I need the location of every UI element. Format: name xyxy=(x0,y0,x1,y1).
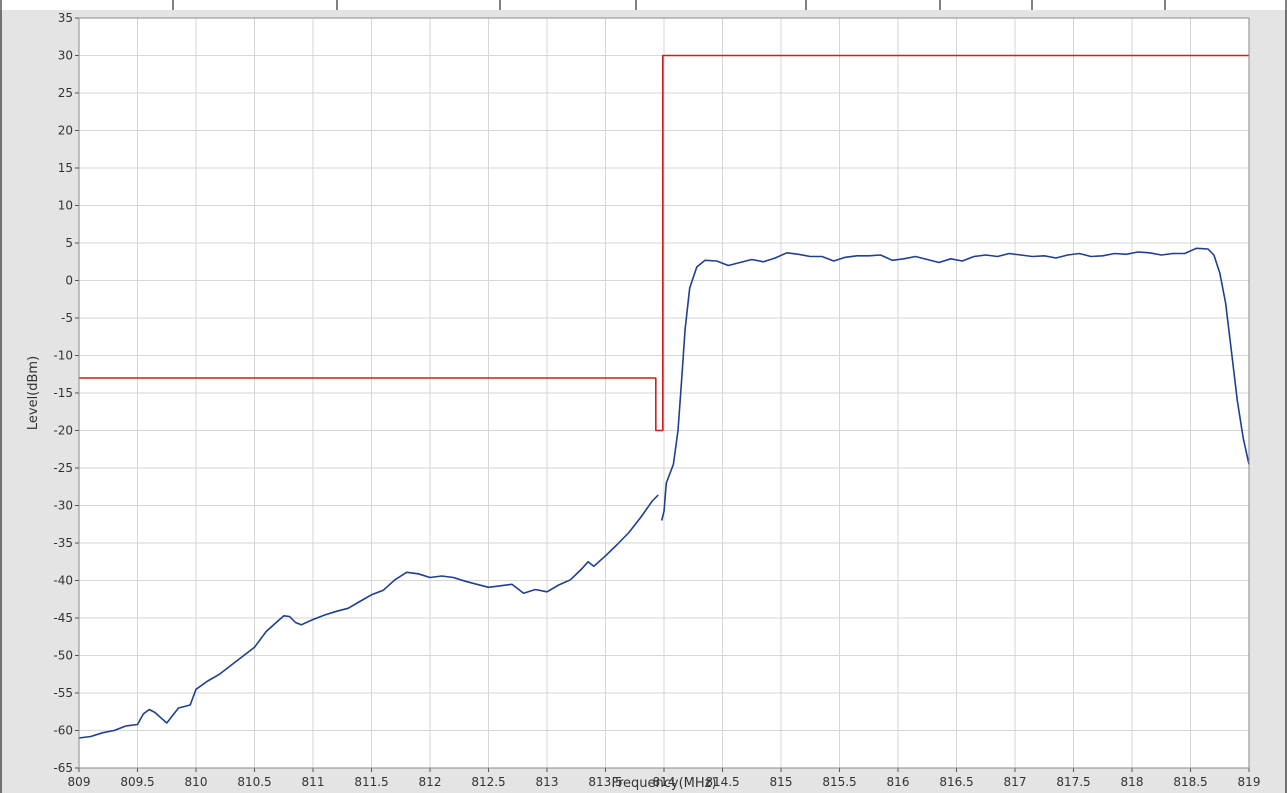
series-line-3 xyxy=(79,54,1249,432)
y-tick-label: -15 xyxy=(53,386,73,400)
x-tick-label: 813.5 xyxy=(588,775,622,789)
y-tick-label: 30 xyxy=(58,49,73,63)
x-tick-label: 819 xyxy=(1238,775,1261,789)
x-tick-label: 814.5 xyxy=(705,775,739,789)
y-tick-label: -40 xyxy=(53,574,73,588)
top-strip xyxy=(0,0,1287,10)
plot-border xyxy=(78,17,1250,769)
y-tick-label: -35 xyxy=(53,536,73,550)
y-axis-label: Level(dBm) xyxy=(26,356,41,430)
y-tick-label: -10 xyxy=(53,349,73,363)
series-line-1 xyxy=(78,494,659,739)
x-tick-label: 813 xyxy=(536,775,559,789)
y-tick-label: 5 xyxy=(65,236,73,250)
y-tick-label: -50 xyxy=(53,649,73,663)
x-tick-label: 817.5 xyxy=(1056,775,1090,789)
x-tick-label: 814 xyxy=(653,775,676,789)
grid-lines xyxy=(78,17,1250,769)
y-tick-label: 20 xyxy=(58,124,73,138)
y-tick-label: -25 xyxy=(53,461,73,475)
x-tick-label: 817 xyxy=(1004,775,1027,789)
x-tick-label: 809 xyxy=(68,775,91,789)
x-tick-label: 818 xyxy=(1121,775,1144,789)
y-tick-label: -65 xyxy=(53,761,73,775)
y-tick-label: -5 xyxy=(61,311,73,325)
x-axis-ticks: 809 809.5 810 810.5 811 811.5 812 812.5 813 813.5… xyxy=(68,768,1261,789)
x-tick-label: 816 xyxy=(887,775,910,789)
y-tick-label: -55 xyxy=(53,686,73,700)
y-tick-label: 25 xyxy=(58,86,73,100)
x-tick-label: 812.5 xyxy=(471,775,505,789)
y-tick-label: -30 xyxy=(53,499,73,513)
x-tick-label: 815.5 xyxy=(822,775,856,789)
x-axis-label: Frequency(MHz) xyxy=(611,776,716,791)
x-tick-label: 810 xyxy=(185,775,208,789)
x-tick-label: 809.5 xyxy=(120,775,154,789)
x-tick-label: 810.5 xyxy=(237,775,271,789)
y-tick-label: -45 xyxy=(53,611,73,625)
y-tick-label: 35 xyxy=(58,11,73,25)
x-tick-label: 811.5 xyxy=(354,775,388,789)
x-tick-label: 816.5 xyxy=(939,775,973,789)
x-tick-label: 815 xyxy=(770,775,793,789)
y-tick-label: -60 xyxy=(53,724,73,738)
y-tick-label: 15 xyxy=(58,161,73,175)
series-line-2 xyxy=(660,247,1250,521)
y-tick-label: 10 xyxy=(58,199,73,213)
x-tick-label: 812 xyxy=(419,775,442,789)
series-layer xyxy=(78,54,1250,739)
x-tick-label: 811 xyxy=(302,775,325,789)
y-axis-ticks: 35 30 25 20 15 10 5 0 -5 -10 -15 -20 -25 -30 -35 -40 -45… xyxy=(53,11,79,775)
y-tick-label: -20 xyxy=(53,424,73,438)
y-tick-label: 0 xyxy=(65,274,73,288)
x-tick-label: 818.5 xyxy=(1173,775,1207,789)
